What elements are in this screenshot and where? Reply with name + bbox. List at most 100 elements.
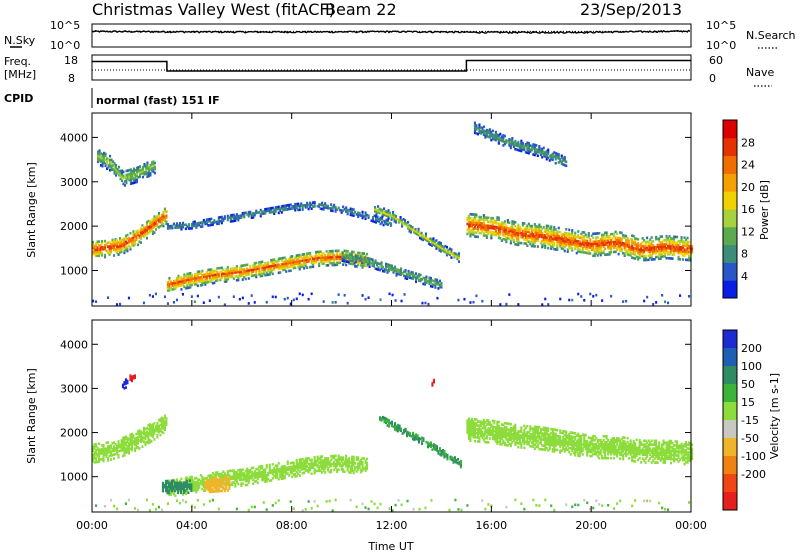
data-cell <box>124 441 127 444</box>
data-cell <box>508 233 511 236</box>
data-cell <box>527 149 530 153</box>
data-cell <box>211 475 214 479</box>
data-cell <box>298 261 301 265</box>
n-search-label: N.Search <box>746 29 796 42</box>
data-cell <box>177 274 180 278</box>
data-cell <box>387 223 390 226</box>
data-cell <box>101 448 104 451</box>
data-cell <box>160 422 163 426</box>
data-cell <box>412 271 415 274</box>
data-cell <box>380 419 383 422</box>
data-cell <box>563 233 566 237</box>
data-cell <box>265 464 268 467</box>
data-cell <box>333 464 336 468</box>
data-cell <box>315 252 318 256</box>
data-cell <box>99 252 102 255</box>
data-cell <box>192 224 195 228</box>
data-cell <box>258 265 261 268</box>
data-cell <box>589 246 592 249</box>
data-cell <box>315 469 318 473</box>
data-cell <box>121 175 124 179</box>
data-cell <box>241 264 244 267</box>
data-cell <box>414 231 417 235</box>
data-cell <box>554 161 557 165</box>
data-cell <box>347 256 350 260</box>
data-cell <box>244 469 247 473</box>
data-cell <box>542 236 545 239</box>
data-cell <box>313 201 316 204</box>
data-cell <box>482 131 485 135</box>
data-cell <box>680 238 683 241</box>
data-cell <box>240 270 243 274</box>
data-cell <box>484 421 487 424</box>
data-cell <box>196 272 199 276</box>
data-cell <box>195 280 198 284</box>
data-cell <box>223 475 226 479</box>
data-cell <box>249 477 252 480</box>
data-cell <box>160 426 163 430</box>
data-cell <box>532 229 535 232</box>
data-cell <box>334 257 337 261</box>
data-cell <box>408 226 411 229</box>
data-cell <box>185 485 188 488</box>
data-cell <box>381 212 384 216</box>
data-cell <box>357 263 360 267</box>
data-cell <box>107 449 110 452</box>
data-cell <box>556 156 559 160</box>
data-cell <box>234 479 237 482</box>
data-cell <box>310 255 313 259</box>
data-cell <box>420 235 423 239</box>
data-cell <box>98 149 101 152</box>
data-cell <box>515 235 518 238</box>
data-cell <box>270 471 273 474</box>
data-cell <box>514 235 517 238</box>
data-cell <box>503 222 506 225</box>
data-cell <box>470 233 473 236</box>
data-cell <box>649 256 652 259</box>
data-cell <box>443 449 446 453</box>
data-cell <box>488 431 491 434</box>
data-cell <box>481 420 484 424</box>
data-cell <box>641 253 644 256</box>
data-cell <box>677 257 680 261</box>
data-cell <box>100 160 103 163</box>
data-cell <box>119 175 122 179</box>
data-cell <box>177 276 180 280</box>
data-cell <box>473 213 476 216</box>
data-cell <box>616 232 619 235</box>
data-cell <box>602 251 605 255</box>
data-cell <box>349 211 352 215</box>
data-cell <box>682 258 685 261</box>
data-cell <box>458 462 461 466</box>
data-cell <box>571 233 574 236</box>
data-cell <box>289 257 292 260</box>
data-cell <box>664 251 667 254</box>
data-cell <box>125 179 128 183</box>
data-cell <box>234 271 237 274</box>
data-cell <box>304 459 307 463</box>
data-cell <box>253 213 256 217</box>
data-cell <box>294 469 297 472</box>
data-cell <box>143 163 146 166</box>
data-cell <box>577 234 580 237</box>
data-cell <box>202 489 205 492</box>
data-cell <box>652 244 655 247</box>
data-cell <box>467 431 470 434</box>
data-cell <box>432 239 435 242</box>
data-cell <box>129 439 132 443</box>
data-cell <box>175 224 178 227</box>
ground-scatter-cell <box>571 298 574 302</box>
data-cell <box>157 212 160 215</box>
data-cell <box>614 236 617 240</box>
data-cell <box>129 441 132 444</box>
data-cell <box>360 263 363 267</box>
data-cell <box>664 245 667 248</box>
data-cell <box>283 266 286 269</box>
data-cell <box>222 219 225 223</box>
data-cell <box>496 222 499 225</box>
data-cell <box>147 170 150 174</box>
data-cell <box>225 272 228 275</box>
data-cell <box>563 243 566 247</box>
data-cell <box>395 215 398 218</box>
data-cell <box>241 278 244 281</box>
